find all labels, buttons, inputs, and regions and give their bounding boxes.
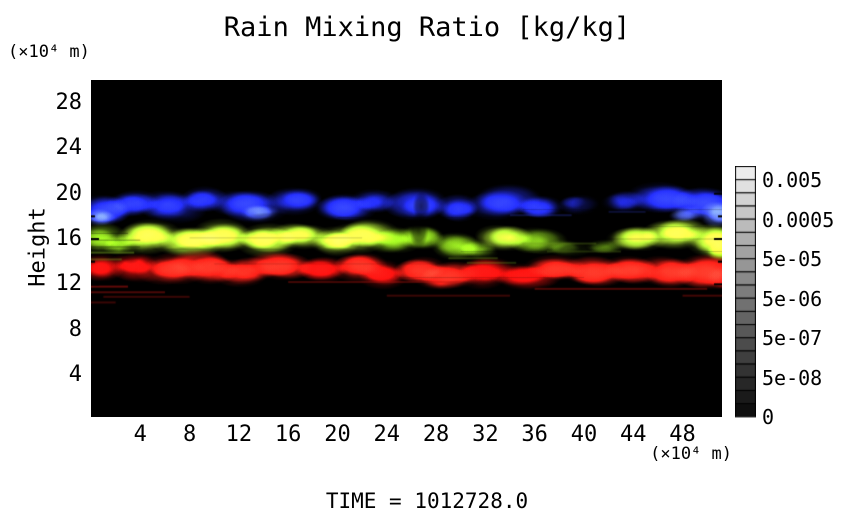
plot-canvas <box>91 80 722 417</box>
x-tick-label: 4 <box>133 422 147 447</box>
x-tick-label: 32 <box>472 422 499 447</box>
time-label: TIME = 1012728.0 <box>325 489 529 513</box>
colorbar-label: 5e-07 <box>762 326 823 351</box>
colorbar-label: 0.005 <box>762 168 823 193</box>
x-tick-label: 44 <box>620 422 647 447</box>
colorbar-label: 5e-06 <box>762 286 823 311</box>
x-tick-label: 36 <box>521 422 548 447</box>
y-tick-label: 28 <box>55 90 83 116</box>
x-tick-label: 40 <box>570 422 598 447</box>
colorbar-label: 5e-05 <box>762 247 823 272</box>
x-tick-label: 16 <box>274 422 302 447</box>
y-tick-label: 16 <box>55 226 83 252</box>
colorbar-label: 0.0005 <box>762 207 835 232</box>
plot-title: Rain Mixing Ratio [kg/kg] <box>223 12 631 43</box>
x-axis-unit-label: (×10⁴ m) <box>650 444 732 464</box>
x-tick-label: 28 <box>422 422 450 447</box>
colorbar <box>735 166 756 418</box>
x-tick-label: 12 <box>225 422 253 447</box>
colorbar-label: 0 <box>762 405 775 430</box>
y-tick-label: 12 <box>55 271 83 297</box>
x-tick-label: 48 <box>669 422 696 447</box>
y-tick-label: 24 <box>55 135 83 161</box>
colorbar-label: 5e-08 <box>762 365 823 390</box>
y-axis-unit-label: (×10⁴ m) <box>8 42 90 62</box>
x-tick-label: 20 <box>324 422 351 447</box>
y-tick-label: 4 <box>68 361 82 387</box>
x-tick-label: 8 <box>182 422 197 447</box>
y-tick-label: 8 <box>68 316 82 342</box>
x-tick-label: 24 <box>373 422 401 447</box>
y-tick-label: 20 <box>55 180 83 206</box>
